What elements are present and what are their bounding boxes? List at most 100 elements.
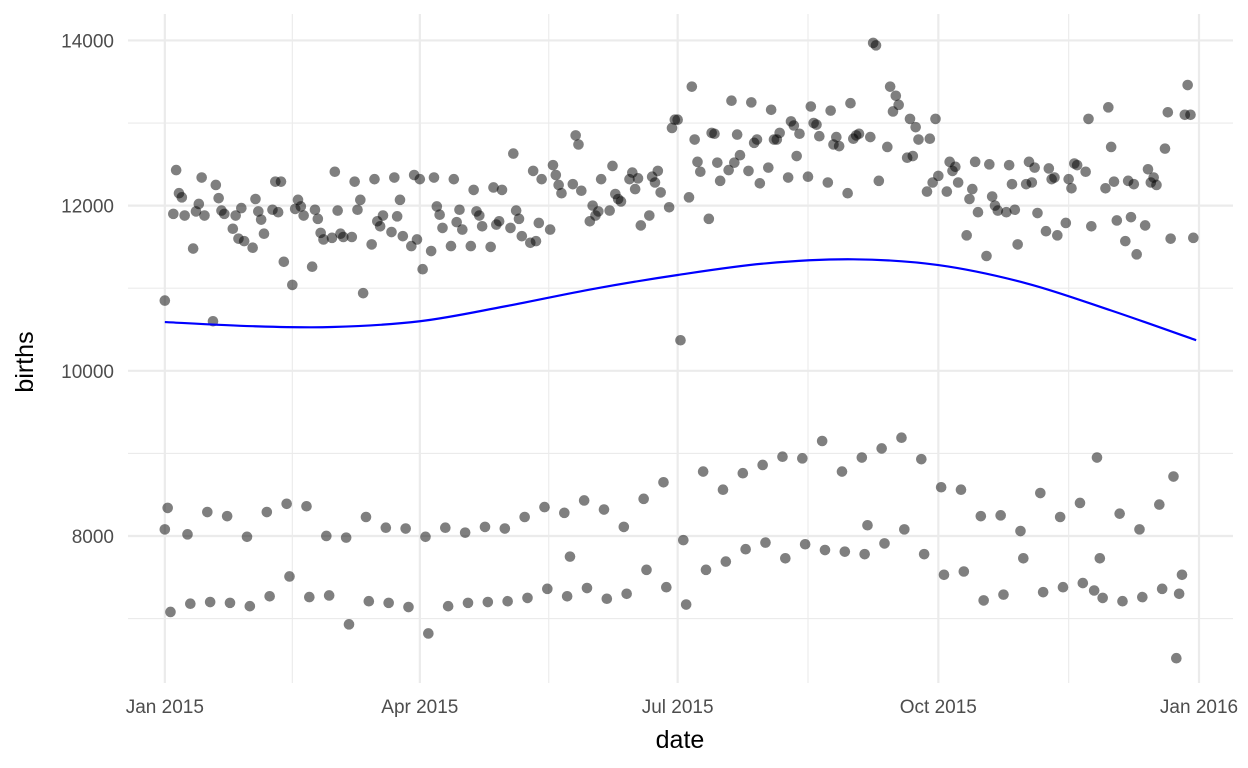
data-point (845, 97, 856, 109)
data-point (241, 531, 253, 543)
data-point (924, 133, 936, 145)
data-point (278, 256, 290, 268)
data-point (428, 172, 440, 183)
data-point (338, 231, 349, 243)
data-point (777, 451, 788, 462)
data-point (814, 130, 825, 142)
x-tick-label: Jan 2015 (126, 697, 204, 718)
data-point (819, 544, 831, 556)
data-point (714, 175, 726, 187)
data-point (329, 166, 341, 178)
data-point (553, 179, 564, 191)
data-point (816, 435, 828, 447)
data-point (202, 506, 213, 518)
data-point (658, 477, 669, 488)
data-point (697, 466, 709, 477)
data-point (1049, 172, 1060, 183)
data-point (595, 173, 607, 185)
data-point (1185, 109, 1196, 121)
data-point (1165, 233, 1176, 244)
data-point (454, 204, 465, 216)
data-point (547, 159, 559, 171)
data-point (797, 453, 808, 464)
data-point (1015, 525, 1026, 537)
data-point (791, 150, 802, 162)
data-point (1040, 225, 1052, 237)
data-point (802, 171, 814, 183)
data-point (763, 162, 774, 173)
data-point (253, 206, 264, 217)
data-point (941, 186, 953, 197)
data-point (1168, 471, 1179, 482)
data-point (663, 201, 675, 213)
data-point (799, 538, 811, 550)
data-point (955, 484, 967, 496)
data-point (1173, 588, 1185, 600)
data-point (958, 566, 970, 577)
x-axis-ticks: Jan 2015 Apr 2015 Jul 2015 Oct 2015 Jan 2016 (126, 697, 1238, 718)
data-point (743, 165, 754, 177)
y-axis-title: births (11, 331, 39, 392)
data-point (374, 220, 386, 232)
data-point (661, 581, 672, 593)
data-point (734, 149, 746, 161)
x-tick-label: Jan 2016 (1160, 697, 1238, 718)
data-point (360, 511, 372, 523)
data-point (873, 175, 885, 187)
data-point (485, 241, 496, 253)
data-point (856, 452, 868, 463)
data-point (774, 127, 785, 139)
data-point (930, 113, 941, 125)
data-point (1103, 102, 1114, 113)
data-point (442, 600, 454, 612)
data-point (459, 527, 471, 538)
data-point (876, 443, 887, 454)
data-point (309, 204, 321, 216)
data-point (165, 606, 176, 618)
data-point (978, 595, 989, 606)
data-point (615, 196, 627, 207)
data-point (635, 220, 647, 231)
data-point (805, 101, 817, 112)
data-point (567, 178, 579, 190)
data-point (726, 95, 737, 107)
data-point (720, 556, 732, 567)
data-point (754, 178, 766, 189)
data-point (312, 213, 324, 225)
data-point (287, 279, 298, 291)
data-point (505, 222, 516, 234)
data-point (193, 198, 205, 210)
data-point (921, 186, 933, 197)
data-point (839, 546, 851, 557)
data-point (417, 263, 428, 275)
data-point (833, 140, 845, 152)
y-tick-label: 12000 (61, 197, 114, 218)
data-point (258, 228, 270, 239)
data-point (1003, 159, 1015, 171)
data-point (975, 510, 987, 522)
data-point (1094, 552, 1106, 564)
data-point (717, 484, 729, 496)
data-point (295, 201, 307, 212)
data-point (522, 592, 533, 604)
data-point (1159, 143, 1171, 154)
data-point (204, 596, 216, 608)
data-point (508, 148, 519, 159)
data-point (556, 187, 567, 199)
data-point (366, 239, 377, 250)
data-point (493, 216, 505, 227)
data-point (445, 240, 457, 252)
data-point (884, 81, 896, 92)
data-point (510, 205, 522, 216)
data-point (573, 139, 584, 150)
data-point (519, 511, 530, 523)
data-point (414, 173, 426, 185)
data-point (272, 206, 284, 218)
data-point (516, 230, 528, 242)
data-point (1108, 176, 1120, 187)
data-point (355, 194, 366, 206)
data-point (1052, 230, 1063, 241)
data-point (179, 210, 190, 221)
data-point (411, 234, 423, 245)
data-point (244, 600, 256, 612)
